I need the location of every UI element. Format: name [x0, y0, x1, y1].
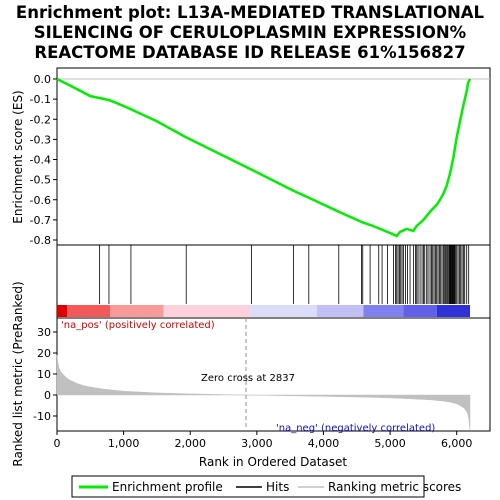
- x-tick-label: 6,000: [441, 437, 473, 450]
- legend-enrichment-label: Enrichment profile: [112, 480, 223, 494]
- hits-panel: [56, 244, 491, 319]
- colorbar-segment: [436, 305, 471, 317]
- x-tick-label: 1,000: [108, 437, 140, 450]
- metric-area: [56, 355, 471, 431]
- chart-title-line-2: SILENCING OF CERULOPLASMIN EXPRESSION%: [34, 23, 467, 42]
- es-y-tick-label: -0.4: [30, 154, 51, 167]
- colorbar-segment: [66, 305, 111, 317]
- colorbar-segment: [250, 305, 317, 317]
- metric-x-axis-label: Rank in Ordered Dataset: [199, 455, 347, 469]
- metric-y-tick-label: 0: [44, 389, 51, 402]
- chart-title: Enrichment plot: L13A-MEDIATED TRANSLATI…: [16, 3, 485, 62]
- metric-area-layer: [56, 318, 471, 431]
- es-panel-frame: [56, 67, 491, 246]
- es-line-layer: [56, 77, 472, 238]
- x-tick-label: 5,000: [374, 437, 406, 450]
- es-y-tick-label: -0.5: [30, 174, 51, 187]
- chart-title-line-3: REACTOME DATABASE ID RELEASE 61%156827: [34, 43, 465, 62]
- metric-y-axis-label: Ranked list metric (PreRanked): [11, 281, 25, 466]
- colorbar-segment: [363, 305, 404, 317]
- metric-y-tick-label: 10: [37, 368, 51, 381]
- rank-colorbar: [57, 305, 471, 317]
- metric-y-axis: 30 20 10 0 -10: [33, 326, 57, 423]
- x-tick-label: 0: [54, 437, 61, 450]
- legend-metric-label: Ranking metric scores: [328, 480, 461, 494]
- neg-correlated-label: 'na_neg' (negatively correlated): [276, 423, 435, 434]
- es-y-tick-label: -0.8: [30, 234, 51, 247]
- colorbar-segment: [57, 305, 67, 317]
- zero-cross-label: Zero cross at 2837: [201, 373, 295, 384]
- es-curve: [56, 77, 472, 238]
- metric-y-tick-label: 30: [37, 326, 51, 339]
- hit-lines: [99, 245, 470, 304]
- es-y-tick-label: -0.2: [30, 113, 51, 126]
- es-y-axis: 0.0 -0.1 -0.2 -0.3 -0.4 -0.5 -0.6 -0.7 -0.8: [30, 73, 57, 247]
- metric-y-tick-label: -10: [33, 410, 51, 423]
- es-y-tick-label: -0.3: [30, 133, 51, 146]
- x-tick-label: 4,000: [308, 437, 340, 450]
- es-y-tick-label: 0.0: [34, 73, 52, 86]
- metric-x-axis: 0 1,000 2,000 3,000 4,000 5,000 6,000: [54, 431, 473, 450]
- metric-panel: 30 20 10 0 -10 0 1,000 2,000 3,000 4,000 5,000 6,0…: [11, 281, 491, 469]
- colorbar-segment: [403, 305, 437, 317]
- colorbar-segment: [163, 305, 251, 317]
- es-y-axis-label: Enrichment score (ES): [11, 90, 25, 223]
- metric-y-tick-label: 20: [37, 347, 51, 360]
- x-tick-label: 3,000: [241, 437, 273, 450]
- x-tick-label: 2,000: [174, 437, 206, 450]
- es-y-tick-label: -0.7: [30, 214, 51, 227]
- legend-hits-label: Hits: [266, 480, 289, 494]
- es-y-tick-label: -0.1: [30, 93, 51, 106]
- es-panel: 0.0 -0.1 -0.2 -0.3 -0.4 -0.5 -0.6 -0.7 -0.8 Enri…: [11, 67, 491, 247]
- metric-panel-frame: [56, 317, 491, 432]
- chart-title-line-1: Enrichment plot: L13A-MEDIATED TRANSLATI…: [16, 3, 485, 22]
- colorbar-segment: [316, 305, 364, 317]
- pos-correlated-label: 'na_pos' (positively correlated): [61, 320, 215, 331]
- es-y-tick-label: -0.6: [30, 194, 51, 207]
- legend: Enrichment profile Hits Ranking metric s…: [71, 475, 461, 498]
- colorbar-segment: [110, 305, 164, 317]
